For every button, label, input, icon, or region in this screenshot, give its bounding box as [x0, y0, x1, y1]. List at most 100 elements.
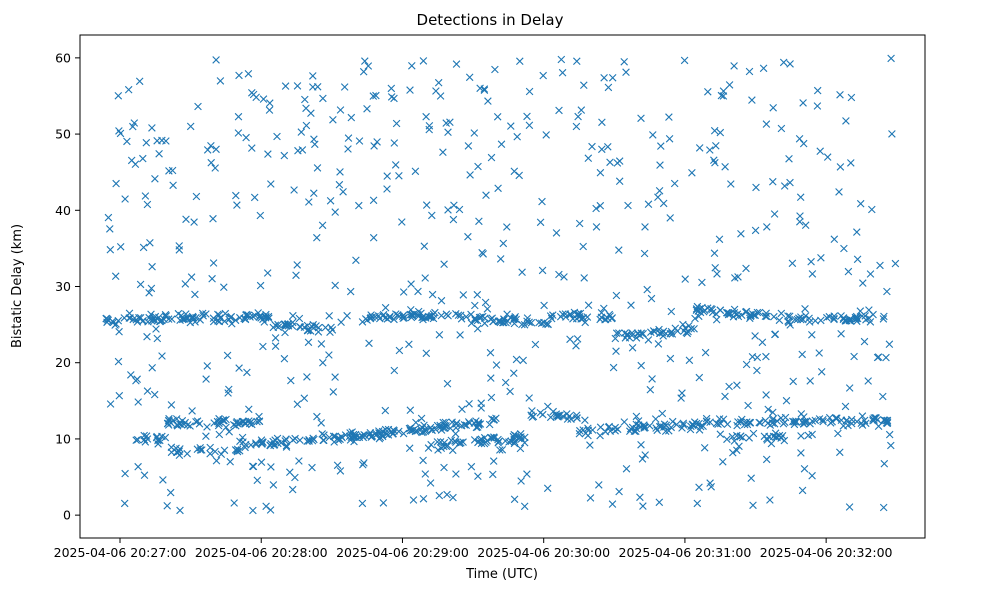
detection-point: [762, 455, 771, 464]
detection-point: [770, 312, 778, 321]
detection-point: [364, 62, 373, 70]
detection-point: [790, 418, 798, 426]
detection-point: [531, 340, 540, 349]
detection-point: [321, 323, 330, 332]
detection-point: [575, 219, 584, 228]
detection-point: [232, 419, 241, 427]
detection-point: [880, 312, 888, 321]
detection-point: [644, 336, 653, 344]
detection-point: [798, 350, 806, 359]
x-tick-label: 2025-04-06 20:32:00: [760, 545, 893, 560]
detection-point: [106, 225, 114, 233]
detection-point: [639, 502, 647, 510]
detection-point: [233, 445, 242, 454]
detection-point: [846, 316, 855, 325]
detection-point: [475, 217, 483, 226]
detection-point: [632, 420, 641, 429]
detection-point: [600, 74, 608, 82]
detection-point: [510, 167, 519, 176]
detection-point: [592, 204, 600, 213]
detection-point: [540, 301, 548, 310]
detection-point: [558, 68, 567, 77]
detection-point: [632, 412, 641, 421]
detection-point: [273, 132, 281, 141]
detection-point: [733, 446, 741, 455]
detection-point: [114, 357, 123, 366]
detection-point: [359, 460, 367, 469]
detection-point: [336, 467, 345, 475]
detection-point: [125, 309, 134, 318]
detection-point: [252, 439, 260, 447]
detection-point: [114, 92, 123, 100]
detection-point: [735, 442, 743, 451]
detection-point: [502, 318, 510, 327]
detection-point: [695, 419, 703, 428]
detection-point: [693, 302, 702, 311]
detection-point: [615, 487, 623, 496]
detection-point: [386, 312, 394, 321]
detection-point: [539, 410, 547, 419]
detection-point: [572, 411, 581, 420]
detection-point: [102, 314, 110, 323]
detection-point: [183, 421, 192, 429]
detection-point: [460, 421, 469, 429]
detection-point: [424, 312, 433, 321]
detection-point: [187, 314, 196, 322]
detection-point: [586, 441, 594, 449]
detection-point: [136, 280, 145, 289]
detection-point: [449, 446, 457, 455]
detection-point: [496, 318, 505, 327]
detection-point: [576, 426, 584, 435]
detection-point: [452, 310, 460, 318]
detection-point: [657, 142, 665, 150]
detection-point: [452, 420, 460, 428]
detection-point: [512, 315, 520, 324]
detection-point: [860, 416, 869, 425]
detection-point: [510, 439, 519, 448]
detection-point: [497, 140, 506, 148]
detection-point: [249, 506, 257, 515]
detection-point: [325, 312, 333, 320]
detection-point: [752, 183, 760, 192]
detection-point: [728, 432, 737, 441]
detection-point: [481, 298, 490, 307]
detection-point: [529, 412, 538, 421]
detection-point: [596, 168, 605, 177]
detection-point: [414, 287, 422, 296]
detection-point: [721, 392, 729, 401]
detection-point: [706, 146, 714, 154]
detection-point: [637, 361, 645, 370]
detection-point: [649, 131, 657, 139]
detection-point: [876, 261, 884, 270]
detection-point: [132, 376, 140, 385]
detection-point: [598, 145, 606, 154]
detection-point: [710, 249, 719, 257]
detection-point: [887, 441, 895, 450]
detection-point: [421, 274, 429, 282]
detection-point: [347, 113, 356, 122]
detection-point: [236, 437, 244, 446]
detection-point: [609, 363, 618, 372]
detection-point: [690, 325, 698, 333]
detection-point: [432, 87, 440, 95]
detection-point: [511, 313, 519, 321]
detection-point: [145, 289, 153, 297]
detection-point: [235, 364, 243, 372]
detection-point: [235, 71, 243, 80]
detection-point: [536, 218, 545, 227]
detection-point: [680, 56, 689, 65]
detection-point: [801, 305, 809, 313]
detection-point: [148, 317, 156, 325]
detection-point: [375, 427, 383, 435]
detection-point: [686, 425, 695, 434]
detection-point: [334, 436, 343, 444]
detection-point: [538, 266, 547, 275]
detection-point: [203, 146, 212, 154]
detection-point: [241, 315, 250, 324]
detection-point: [816, 147, 824, 155]
detection-point: [358, 432, 366, 440]
detection-point: [343, 311, 351, 320]
detection-point: [868, 205, 876, 214]
detection-point: [800, 413, 808, 421]
